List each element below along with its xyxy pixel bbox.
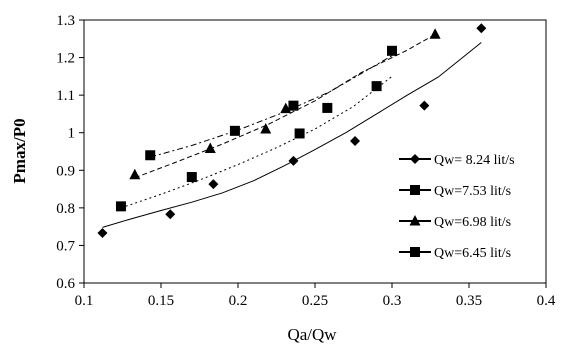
data-points xyxy=(97,23,487,239)
x-axis-label: Qa/Qw xyxy=(287,325,337,344)
data-point-series-2 xyxy=(371,81,382,92)
trend-lines xyxy=(102,33,482,228)
x-tick-label: 0.2 xyxy=(229,293,248,309)
y-tick-label: 1 xyxy=(68,126,76,142)
y-tick-label: 0.9 xyxy=(56,163,75,179)
y-tick-label: 0.8 xyxy=(56,201,75,217)
trend-line-series-1 xyxy=(102,42,482,228)
legend-marker xyxy=(409,215,421,226)
legend-label: Qw=6.98 lit/s xyxy=(434,215,511,230)
data-point-series-1 xyxy=(208,179,219,190)
data-point-series-3 xyxy=(429,28,441,39)
trend-line-series-4 xyxy=(150,55,393,158)
data-point-series-1 xyxy=(165,209,176,220)
y-tick-label: 0.7 xyxy=(56,238,75,254)
data-point-series-2 xyxy=(322,102,333,113)
legend-marker xyxy=(410,154,420,164)
y-axis-label: Pmax/P0 xyxy=(10,118,29,183)
data-point-series-3 xyxy=(204,142,216,153)
x-tick-label: 0.3 xyxy=(383,293,402,309)
data-point-series-1 xyxy=(350,135,361,146)
tick-labels: 0.1 0.15 0.2 0.25 0.3 0.35 0.4 0.6 0.7 0.8 0.9 1 1.1… xyxy=(56,13,556,309)
data-point-series-3 xyxy=(129,168,141,180)
data-point-series-3 xyxy=(260,122,272,134)
data-point-series-1 xyxy=(476,23,487,34)
legend-marker xyxy=(410,185,420,195)
data-point-series-1 xyxy=(97,228,108,239)
legend: Qw= 8.24 lit/s Qw=7.53 lit/s Qw=6.98 lit/s… xyxy=(395,140,545,270)
trend-line-series-2 xyxy=(120,76,393,209)
axes xyxy=(79,19,547,288)
data-point-series-1 xyxy=(419,100,430,111)
data-point-series-2 xyxy=(294,128,305,139)
legend-marker xyxy=(410,247,420,257)
legend-label: Qw=6.45 lit/s xyxy=(434,246,511,261)
data-point-series-4 xyxy=(387,45,397,56)
x-tick-label: 0.4 xyxy=(537,293,556,309)
legend-label: Qw=7.53 lit/s xyxy=(434,184,511,199)
data-point-series-4 xyxy=(145,150,156,161)
data-point-series-4 xyxy=(288,100,299,111)
data-point-series-2 xyxy=(115,201,126,212)
y-tick-label: 0.6 xyxy=(56,276,75,292)
legend-label: Qw= 8.24 lit/s xyxy=(434,153,515,168)
x-tick-label: 0.35 xyxy=(456,293,482,309)
y-tick-label: 1.3 xyxy=(56,13,75,29)
x-tick-label: 0.25 xyxy=(302,293,328,309)
data-point-series-1 xyxy=(288,155,299,166)
data-point-series-4 xyxy=(229,125,240,136)
y-tick-label: 1.1 xyxy=(56,88,75,104)
trend-line-series-3 xyxy=(134,33,436,179)
y-tick-label: 1.2 xyxy=(56,51,75,67)
x-tick-label: 0.1 xyxy=(75,293,94,309)
data-point-series-2 xyxy=(186,172,197,183)
x-tick-label: 0.15 xyxy=(148,293,174,309)
